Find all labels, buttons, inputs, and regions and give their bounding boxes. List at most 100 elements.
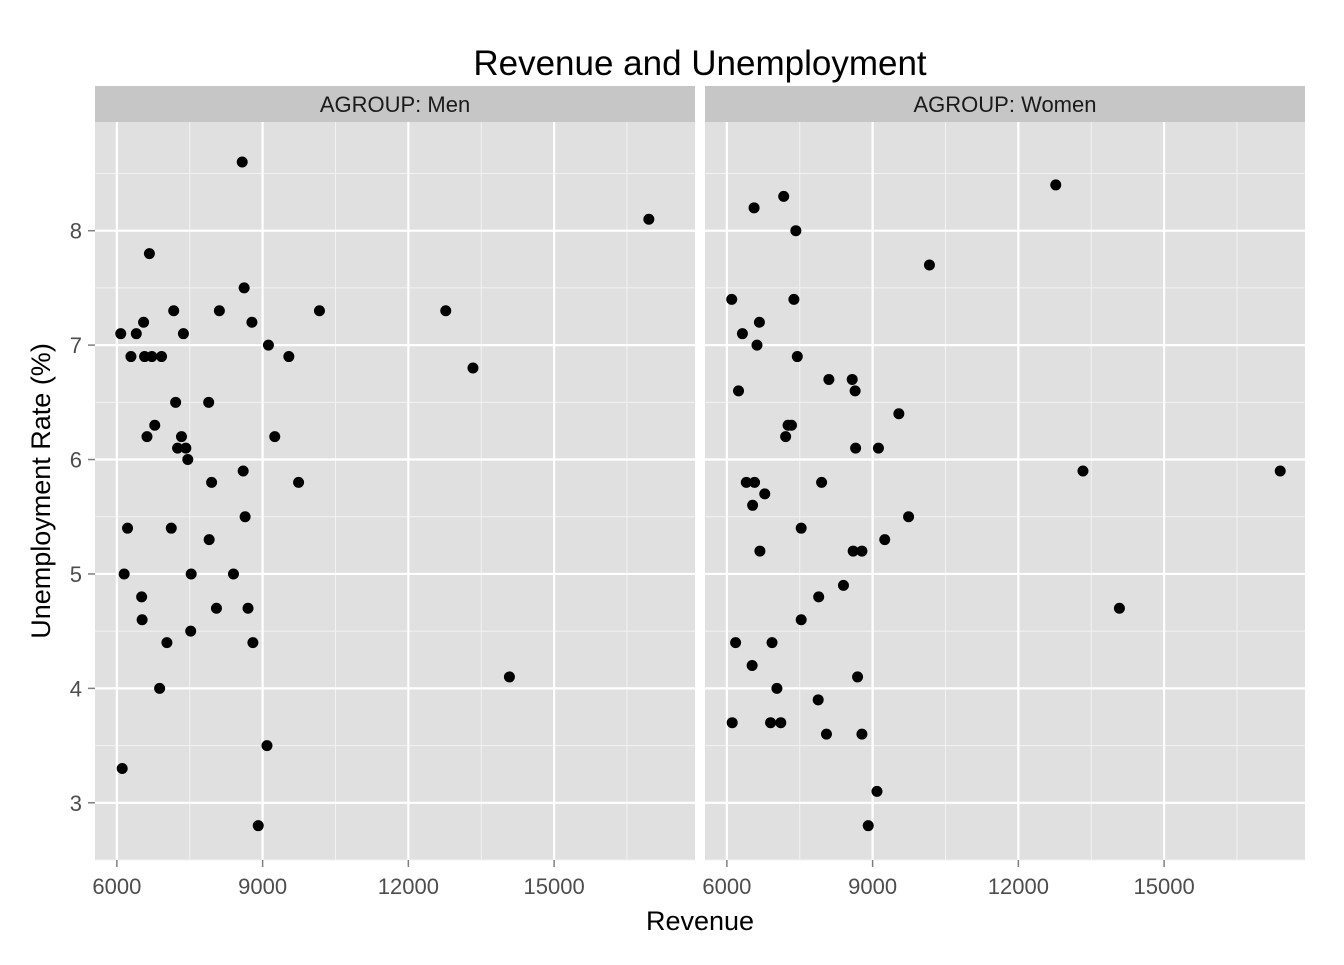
data-point — [733, 385, 745, 397]
data-point — [740, 476, 752, 488]
data-point — [115, 328, 127, 340]
data-point — [785, 419, 797, 431]
data-point — [165, 522, 177, 534]
data-point — [726, 293, 738, 305]
y-tick-label: 6 — [70, 448, 82, 473]
data-point — [765, 717, 777, 729]
data-point — [156, 351, 168, 363]
data-point — [751, 339, 763, 351]
y-tick-label: 4 — [70, 676, 82, 701]
data-point — [313, 305, 325, 317]
data-point — [246, 316, 258, 328]
facet-strip — [705, 86, 1305, 122]
x-tick-label: 15000 — [1134, 874, 1195, 899]
data-point — [1077, 465, 1089, 477]
data-point — [766, 637, 778, 649]
data-point — [813, 591, 825, 603]
data-point — [206, 476, 218, 488]
panel-background — [95, 122, 695, 860]
data-point — [1113, 602, 1125, 614]
y-tick-label: 3 — [70, 791, 82, 816]
data-point — [125, 351, 137, 363]
data-point — [122, 522, 134, 534]
data-point — [175, 431, 187, 443]
data-point — [749, 476, 761, 488]
data-point — [850, 442, 862, 454]
data-point — [154, 682, 166, 694]
y-tick-label: 5 — [70, 562, 82, 587]
facet-strip — [95, 86, 695, 122]
data-point — [269, 431, 281, 443]
data-point — [138, 316, 150, 328]
data-point — [203, 534, 215, 546]
data-point — [146, 351, 158, 363]
data-point — [847, 545, 859, 557]
x-tick-label: 12000 — [378, 874, 439, 899]
data-point — [239, 511, 251, 523]
data-point — [849, 385, 861, 397]
data-point — [816, 476, 828, 488]
data-point — [213, 305, 225, 317]
data-point — [180, 442, 192, 454]
data-point — [262, 339, 274, 351]
facet-strip-label: AGROUP: Men — [320, 92, 470, 117]
data-point — [759, 488, 771, 500]
data-point — [775, 717, 787, 729]
data-point — [748, 202, 760, 214]
data-point — [238, 282, 250, 294]
data-point — [747, 499, 759, 511]
data-point — [177, 328, 189, 340]
data-point — [185, 625, 197, 637]
facet-panel: AGROUP: Men 6000 9000 12000 15000 3 4 5 6 7 8 — [70, 86, 695, 899]
data-point — [210, 602, 222, 614]
data-point — [837, 579, 849, 591]
data-point — [182, 454, 194, 466]
data-point — [149, 419, 161, 431]
data-point — [1274, 465, 1286, 477]
data-point — [862, 820, 874, 832]
data-point — [820, 728, 832, 740]
y-tick-label: 7 — [70, 333, 82, 358]
x-axis-label: Revenue — [646, 906, 754, 936]
x-tick-label: 6000 — [92, 874, 141, 899]
data-point — [136, 614, 148, 626]
data-point — [736, 328, 748, 340]
x-tick-label: 9000 — [848, 874, 897, 899]
data-point — [237, 465, 249, 477]
data-point — [871, 785, 883, 797]
data-point — [467, 362, 479, 374]
chart-title: Revenue and Unemployment — [473, 44, 927, 83]
data-point — [856, 545, 868, 557]
data-point — [261, 740, 273, 752]
facet-strip-label: AGROUP: Women — [914, 92, 1097, 117]
data-point — [795, 614, 807, 626]
x-tick-label: 12000 — [988, 874, 1049, 899]
data-point — [143, 248, 155, 260]
data-point — [503, 671, 515, 683]
x-tick-label: 6000 — [702, 874, 751, 899]
data-point — [252, 820, 264, 832]
data-point — [643, 213, 655, 225]
data-point — [168, 305, 180, 317]
data-point — [846, 373, 858, 385]
data-point — [823, 373, 835, 385]
x-tick-label: 9000 — [238, 874, 287, 899]
data-point — [227, 568, 239, 580]
data-point — [141, 431, 153, 443]
data-point — [283, 351, 295, 363]
data-point — [852, 671, 864, 683]
data-point — [185, 568, 197, 580]
data-point — [242, 602, 254, 614]
data-point — [812, 694, 824, 706]
data-point — [788, 293, 800, 305]
data-point — [726, 717, 738, 729]
data-point — [856, 728, 868, 740]
data-point — [118, 568, 130, 580]
data-point — [130, 328, 142, 340]
data-point — [791, 351, 803, 363]
data-point — [116, 762, 128, 774]
data-point — [746, 659, 758, 671]
data-point — [236, 156, 248, 168]
